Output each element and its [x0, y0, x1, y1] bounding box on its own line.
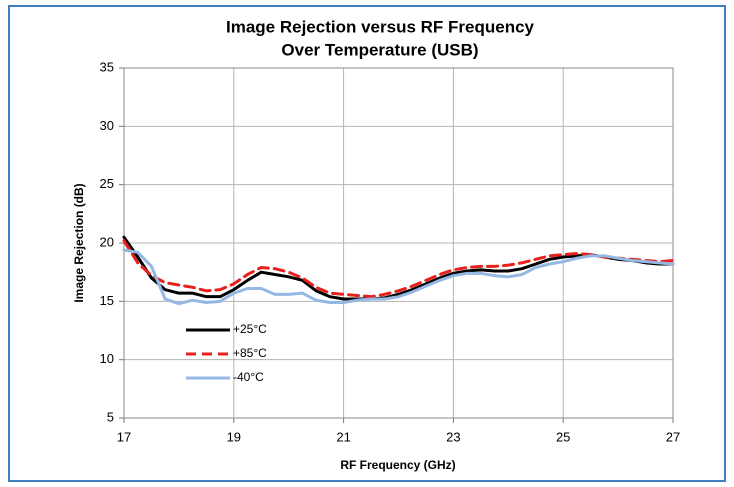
y-tick-label: 35: [100, 59, 114, 74]
chart-subtitle: Over Temperature (USB): [281, 40, 478, 59]
x-tick-label: 25: [556, 429, 570, 444]
x-tick-label: 19: [227, 429, 241, 444]
chart-title: Image Rejection versus RF Frequency: [226, 17, 535, 36]
x-tick-label: 23: [446, 429, 460, 444]
x-tick-label: 27: [666, 429, 680, 444]
y-tick-label: 5: [107, 409, 114, 424]
y-tick-label: 30: [100, 118, 114, 133]
y-axis-label: Image Rejection (dB): [72, 183, 86, 302]
x-tick-label: 17: [117, 429, 131, 444]
series-line: [122, 235, 675, 301]
y-tick-label: 20: [100, 234, 114, 249]
x-axis-label: RF Frequency (GHz): [340, 458, 455, 472]
y-tick-label: 15: [100, 293, 114, 308]
y-tick-label: 25: [100, 176, 114, 191]
frame: [8, 5, 726, 482]
y-tick-label: 10: [100, 351, 114, 366]
series-line: [122, 239, 675, 299]
legend-label: +85°C: [233, 346, 267, 360]
series-line: [122, 248, 675, 306]
x-tick-label: 21: [336, 429, 350, 444]
legend-label: +25°C: [233, 322, 267, 336]
legend-label: -40°C: [233, 370, 264, 384]
